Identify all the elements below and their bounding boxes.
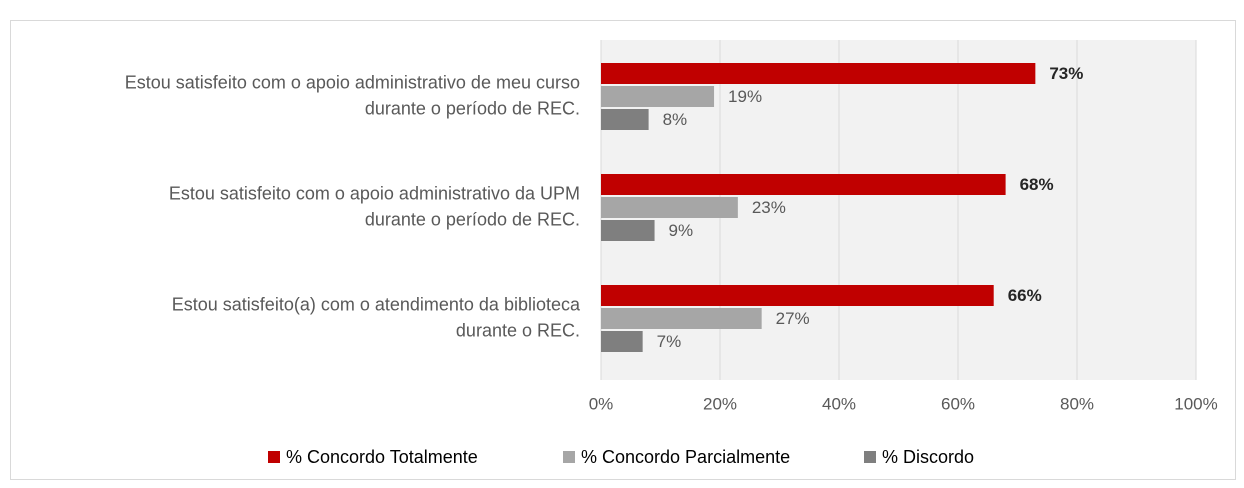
- value-label: 7%: [657, 332, 682, 351]
- value-label: 73%: [1049, 64, 1083, 83]
- bar: [601, 197, 738, 218]
- x-tick-label: 60%: [941, 394, 975, 413]
- category-label: durante o REC.: [456, 320, 580, 340]
- value-label: 27%: [776, 309, 810, 328]
- category-label: Estou satisfeito com o apoio administrat…: [169, 183, 580, 203]
- legend-swatch: [563, 451, 575, 463]
- legend-swatch: [268, 451, 280, 463]
- x-tick-label: 100%: [1174, 394, 1217, 413]
- bar: [601, 308, 762, 329]
- value-label: 19%: [728, 87, 762, 106]
- category-label: Estou satisfeito com o apoio administrat…: [125, 72, 580, 92]
- legend-label: % Discordo: [882, 447, 974, 467]
- value-label: 68%: [1020, 175, 1054, 194]
- bar: [601, 63, 1036, 84]
- category-label: Estou satisfeito(a) com o atendimento da…: [172, 294, 581, 314]
- bar: [601, 285, 994, 306]
- value-label: 23%: [752, 198, 786, 217]
- value-label: 9%: [669, 221, 694, 240]
- legend-label: % Concordo Totalmente: [286, 447, 478, 467]
- legend-swatch: [864, 451, 876, 463]
- value-label: 8%: [663, 110, 688, 129]
- x-tick-label: 20%: [703, 394, 737, 413]
- bar: [601, 174, 1006, 195]
- legend-label: % Concordo Parcialmente: [581, 447, 790, 467]
- category-label: durante o período de REC.: [365, 98, 580, 118]
- bar: [601, 109, 649, 130]
- x-tick-label: 0%: [589, 394, 614, 413]
- bar: [601, 220, 655, 241]
- bar: [601, 331, 643, 352]
- category-label: durante o período de REC.: [365, 209, 580, 229]
- bar: [601, 86, 715, 107]
- x-tick-label: 40%: [822, 394, 856, 413]
- x-tick-label: 80%: [1060, 394, 1094, 413]
- value-label: 66%: [1008, 286, 1042, 305]
